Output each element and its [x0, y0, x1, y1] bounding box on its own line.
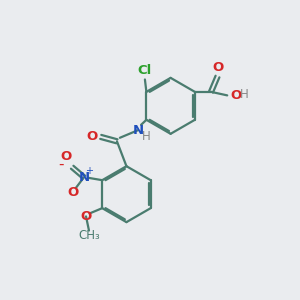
Text: O: O: [231, 89, 242, 102]
Text: O: O: [67, 186, 78, 199]
Text: -: -: [58, 157, 64, 172]
Text: H: H: [240, 88, 248, 101]
Text: N: N: [133, 124, 144, 136]
Text: O: O: [80, 210, 92, 223]
Text: N: N: [78, 171, 89, 184]
Text: +: +: [85, 166, 93, 176]
Text: O: O: [212, 61, 223, 74]
Text: CH₃: CH₃: [78, 229, 100, 242]
Text: O: O: [86, 130, 97, 143]
Text: O: O: [61, 149, 72, 163]
Text: Cl: Cl: [138, 64, 152, 76]
Text: H: H: [142, 130, 151, 143]
